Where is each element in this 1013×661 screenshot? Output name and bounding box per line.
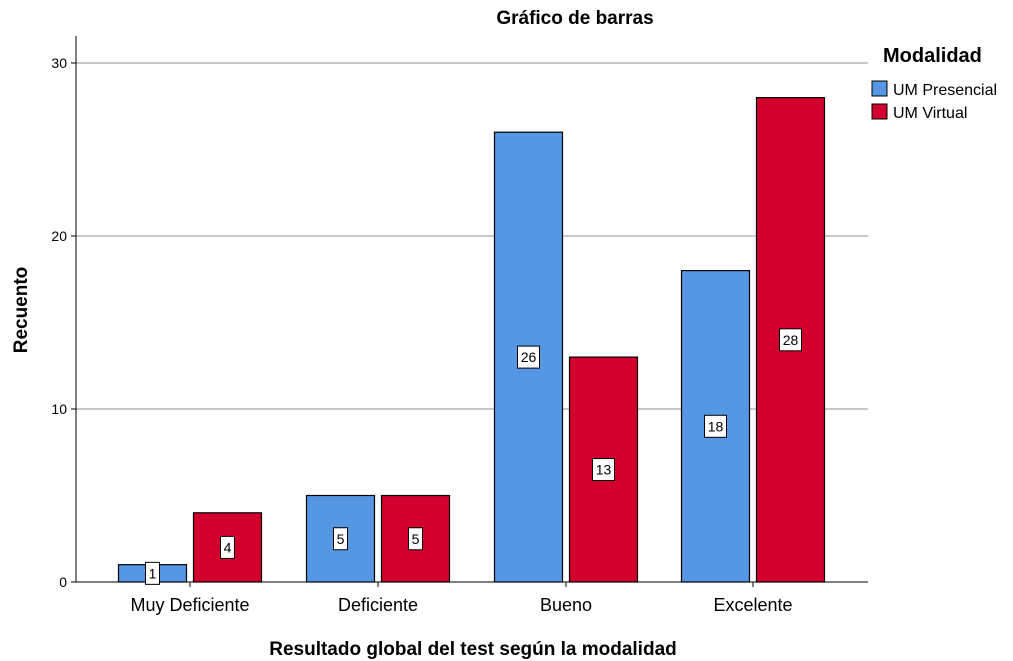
legend-title: Modalidad bbox=[883, 45, 982, 67]
y-tick-label: 20 bbox=[51, 228, 67, 244]
data-label: 5 bbox=[337, 531, 345, 547]
data-label-box bbox=[145, 561, 160, 585]
legend-swatch bbox=[871, 103, 888, 120]
legend-entry: UM Presencial bbox=[893, 82, 997, 99]
x-tick-label: Bueno bbox=[540, 595, 592, 615]
legend: Modalidad UM Presencial UM Virtual bbox=[871, 45, 997, 122]
x-category-labels: Muy Deficiente Deficiente Bueno Excelente bbox=[130, 582, 793, 615]
y-tick-label: 30 bbox=[51, 55, 67, 71]
data-label: 1 bbox=[149, 565, 157, 581]
data-label: 26 bbox=[521, 349, 537, 365]
chart-title: Gráfico de barras bbox=[496, 8, 653, 29]
x-axis-label: Resultado global del test según la modal… bbox=[269, 639, 677, 660]
y-tick-labels: 0 10 20 30 bbox=[51, 55, 76, 590]
data-label-box bbox=[333, 527, 348, 551]
y-tick-label: 0 bbox=[59, 574, 67, 590]
data-label-box bbox=[779, 328, 802, 352]
data-label-box bbox=[220, 535, 235, 559]
data-label-box bbox=[704, 414, 727, 438]
legend-swatch bbox=[871, 80, 888, 97]
data-labels: 1 4 5 5 26 13 18 28 bbox=[145, 328, 802, 585]
legend-entry: UM Virtual bbox=[893, 105, 967, 122]
x-tick-label: Deficiente bbox=[338, 595, 418, 615]
x-tick-label: Muy Deficiente bbox=[130, 595, 249, 615]
y-tick-label: 10 bbox=[51, 401, 67, 417]
data-label-box bbox=[408, 527, 423, 551]
y-axis-label: Recuento bbox=[11, 267, 32, 354]
data-label: 5 bbox=[412, 531, 420, 547]
data-label: 4 bbox=[224, 539, 232, 555]
data-label: 18 bbox=[708, 418, 724, 434]
axes bbox=[75, 36, 868, 583]
data-label: 13 bbox=[596, 462, 612, 478]
data-label-box bbox=[592, 458, 615, 482]
bars bbox=[117, 96, 826, 583]
data-label-box bbox=[517, 345, 540, 369]
x-tick-label: Excelente bbox=[713, 595, 792, 615]
data-label: 28 bbox=[783, 332, 799, 348]
